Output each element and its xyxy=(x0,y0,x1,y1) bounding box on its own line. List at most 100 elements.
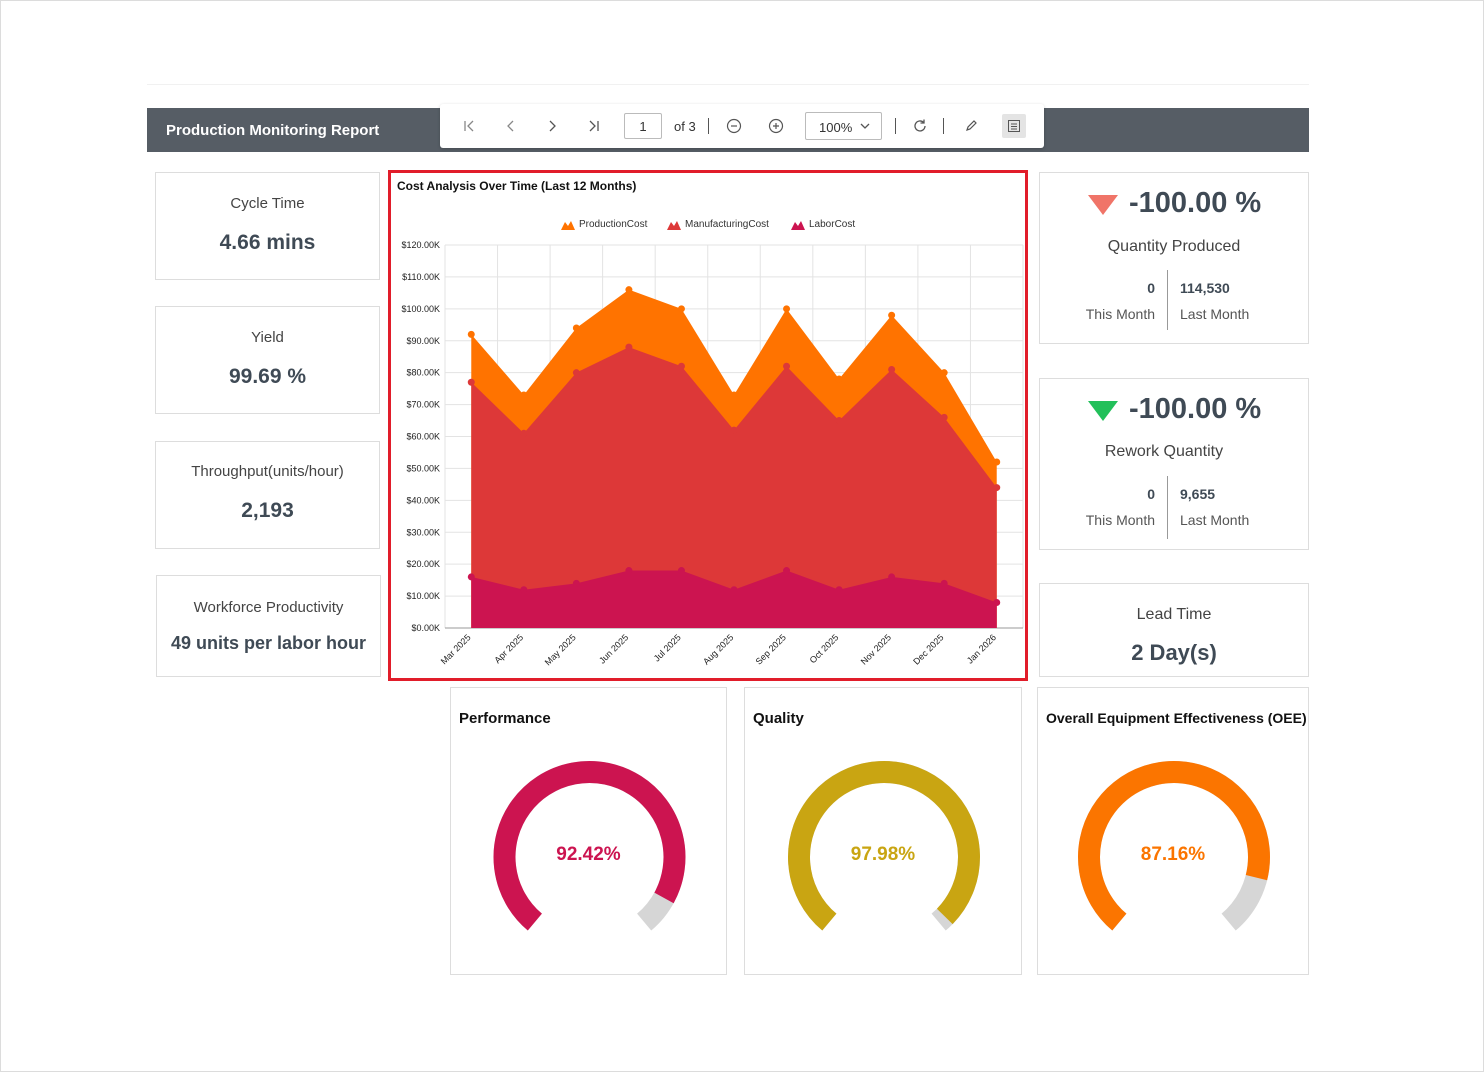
down-arrow-icon xyxy=(1088,195,1118,215)
refresh-icon[interactable] xyxy=(909,115,931,137)
page-number-input[interactable]: 1 xyxy=(624,113,662,139)
x-tick-label: Jan 2026 xyxy=(965,632,998,665)
y-tick-label: $60.00K xyxy=(406,432,440,442)
last-month-value: 9,655 xyxy=(1180,486,1216,502)
stat-divider xyxy=(1167,476,1168,539)
legend-item[interactable]: ManufacturingCost xyxy=(667,219,769,230)
x-tick-label: Jul 2025 xyxy=(652,632,683,663)
gauge-value: 97.98% xyxy=(850,844,916,865)
x-tick-label: Aug 2025 xyxy=(701,632,735,666)
performance-gauge-card: Performance 92.42% xyxy=(450,687,727,975)
report-title: Production Monitoring Report xyxy=(166,122,380,139)
data-point xyxy=(677,362,685,370)
legend-marker xyxy=(667,220,681,230)
zoom-value: 100% xyxy=(819,120,853,135)
y-tick-label: $70.00K xyxy=(406,400,440,410)
first-page-icon[interactable] xyxy=(458,115,480,137)
data-point xyxy=(572,324,580,332)
data-point xyxy=(940,369,948,377)
lead-time-card: Lead Time 2 Day(s) xyxy=(1039,583,1309,677)
kpi-value: 99.69 % xyxy=(228,365,307,388)
down-arrow-icon xyxy=(1088,401,1118,421)
data-point xyxy=(993,484,1001,492)
rework-quantity-percent: -100.00 % xyxy=(1129,393,1262,425)
x-tick-label: May 2025 xyxy=(543,632,578,667)
legend-item[interactable]: LaborCost xyxy=(791,219,855,230)
y-tick-label: $100.00K xyxy=(401,304,440,314)
quality-gauge-card: Quality 97.98% xyxy=(744,687,1022,975)
this-month-value: 0 xyxy=(1147,280,1155,296)
data-point xyxy=(467,330,475,338)
data-point xyxy=(625,343,633,351)
data-point xyxy=(888,573,896,581)
legend-item[interactable]: ProductionCost xyxy=(561,219,647,230)
x-tick-label: Dec 2025 xyxy=(911,632,945,666)
x-tick-label: Oct 2025 xyxy=(808,632,841,665)
gauge-fill xyxy=(1078,761,1270,931)
data-point xyxy=(677,305,685,313)
data-point xyxy=(783,567,791,575)
data-point xyxy=(730,391,738,399)
data-point xyxy=(467,573,475,581)
gauge-title: Overall Equipment Effectiveness (OEE) xyxy=(1046,710,1307,726)
gauge-fill xyxy=(493,761,686,931)
zoom-select[interactable]: 100% xyxy=(805,112,882,140)
kpi-card-throughput: Throughput(units/hour) 2,193 xyxy=(155,441,380,549)
x-tick-label: Nov 2025 xyxy=(859,632,893,666)
y-tick-label: $0.00K xyxy=(411,623,440,633)
y-tick-label: $40.00K xyxy=(406,495,440,505)
stat-divider xyxy=(1167,270,1168,330)
kpi-card-cycle-time: Cycle Time 4.66 mins xyxy=(155,172,380,280)
data-point xyxy=(783,305,791,313)
zoom-in-icon[interactable] xyxy=(765,115,787,137)
y-tick-label: $110.00K xyxy=(402,272,440,282)
rework-quantity-label: Rework Quantity xyxy=(1104,443,1224,460)
kpi-value: 2,193 xyxy=(241,499,294,522)
area-series-2 xyxy=(471,570,997,628)
last-month-label: Last Month xyxy=(1180,306,1250,322)
area-chart: $0.00K $10.00K $20.00K $30.00K $40.00K $50.00… xyxy=(401,240,1024,667)
last-month-label: Last Month xyxy=(1180,512,1250,528)
data-point xyxy=(520,429,528,437)
print-layout-icon[interactable] xyxy=(1002,114,1026,138)
data-point xyxy=(572,369,580,377)
performance-gauge xyxy=(493,761,686,931)
quantity-produced-card: -100.00 % Quantity Produced 0 This Month… xyxy=(1039,172,1309,344)
this-month-label: This Month xyxy=(1085,306,1155,322)
data-point xyxy=(625,286,633,294)
gauge-fill xyxy=(788,761,980,931)
this-month-label: This Month xyxy=(1085,512,1155,528)
y-tick-label: $90.00K xyxy=(406,336,440,346)
edit-icon[interactable] xyxy=(960,115,982,137)
quality-gauge xyxy=(788,761,980,931)
kpi-label: Cycle Time xyxy=(230,195,305,212)
previous-page-icon[interactable] xyxy=(500,115,522,137)
data-point xyxy=(940,579,948,587)
kpi-card-yield: Yield 99.69 % xyxy=(155,306,380,414)
kpi-label: Yield xyxy=(251,329,284,346)
last-page-icon[interactable] xyxy=(583,115,605,137)
data-point xyxy=(730,426,738,434)
data-point xyxy=(993,598,1001,606)
legend-label: ProductionCost xyxy=(579,219,648,230)
data-point xyxy=(467,378,475,386)
toolbar-separator xyxy=(943,118,944,134)
data-point xyxy=(520,391,528,399)
y-tick-label: $50.00K xyxy=(406,463,440,473)
gauge-value: 92.42% xyxy=(556,844,621,865)
y-tick-label: $10.00K xyxy=(406,591,440,601)
lead-time-label: Lead Time xyxy=(1136,606,1212,623)
last-month-value: 114,530 xyxy=(1180,280,1230,296)
kpi-label: Workforce Productivity xyxy=(193,599,344,616)
kpi-card-workforce-productivity: Workforce Productivity 49 units per labo… xyxy=(156,575,381,677)
data-point xyxy=(783,362,791,370)
toolbar-separator xyxy=(708,118,709,134)
zoom-out-icon[interactable] xyxy=(723,115,745,137)
lead-time-value: 2 Day(s) xyxy=(1131,640,1217,665)
x-tick-label: Sep 2025 xyxy=(754,632,788,666)
oee-gauge xyxy=(1078,761,1270,931)
next-page-icon[interactable] xyxy=(541,115,563,137)
data-point xyxy=(625,567,633,575)
x-tick-label: Apr 2025 xyxy=(492,632,525,665)
data-point xyxy=(520,586,528,594)
